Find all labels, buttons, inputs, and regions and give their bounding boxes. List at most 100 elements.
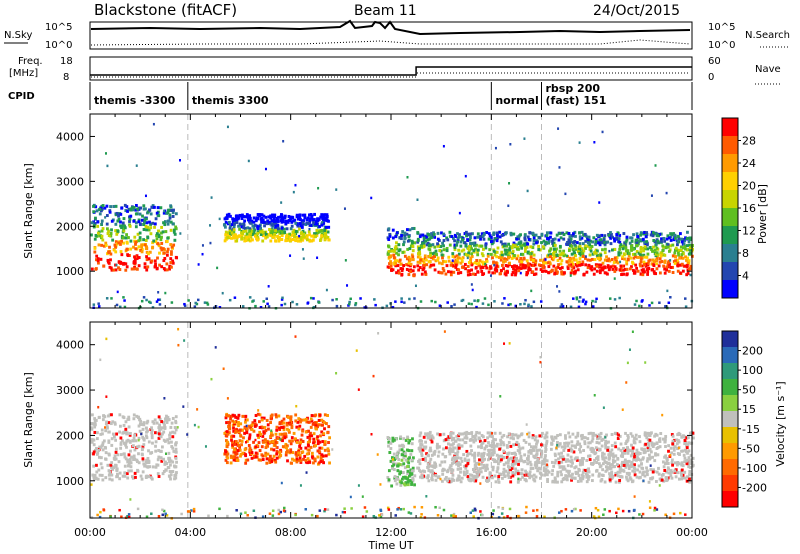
velocity-echo xyxy=(402,482,406,486)
power-echo xyxy=(468,269,471,273)
power-echo xyxy=(456,260,460,264)
velocity-echo xyxy=(318,509,322,512)
power-echo xyxy=(326,235,330,239)
power-echo xyxy=(110,228,113,232)
velocity-echo xyxy=(269,417,273,421)
power-echo xyxy=(429,251,432,255)
power-echo xyxy=(240,237,244,241)
velocity-echo xyxy=(245,418,249,422)
velocity-echo xyxy=(435,446,439,450)
velocity-echo xyxy=(613,459,617,463)
velocity-echo xyxy=(480,454,483,458)
velocity-echo xyxy=(483,446,487,450)
velocity-echo xyxy=(192,510,196,513)
power-echo xyxy=(427,247,431,251)
velocity-echo xyxy=(516,480,520,484)
power-echo xyxy=(685,236,689,240)
power-echo xyxy=(639,253,642,257)
power-echo xyxy=(584,255,587,258)
velocity-echo xyxy=(571,432,575,436)
power-echo xyxy=(485,259,489,263)
power-echo xyxy=(509,303,512,306)
power-echo xyxy=(584,246,587,250)
power-echo xyxy=(663,239,667,243)
velocity-echo xyxy=(389,441,393,445)
velocity-echo xyxy=(395,452,399,456)
power-echo xyxy=(455,254,459,258)
power-echo xyxy=(432,231,435,235)
power-echo xyxy=(667,236,671,240)
velocity-echo xyxy=(223,452,227,456)
power-echo xyxy=(249,235,253,239)
power-echo xyxy=(557,127,560,130)
power-echo xyxy=(599,263,603,267)
power-echo xyxy=(605,255,608,259)
power-echo xyxy=(557,238,561,242)
power-echo xyxy=(405,257,409,261)
power-echo xyxy=(187,299,190,302)
power-echo xyxy=(116,229,120,233)
velocity-echo xyxy=(273,458,277,462)
velocity-echo xyxy=(534,445,538,449)
velocity-echo xyxy=(514,442,518,446)
velocity-echo xyxy=(477,451,480,455)
velocity-echo xyxy=(242,436,245,440)
power-echo xyxy=(256,231,260,235)
power-echo xyxy=(392,253,396,257)
power-echo xyxy=(296,224,300,228)
velocity-echo xyxy=(448,466,452,470)
power-echo xyxy=(325,215,329,219)
power-echo xyxy=(109,231,113,235)
velocity-echo xyxy=(363,506,367,509)
power-echo xyxy=(587,235,591,239)
velocity-echo xyxy=(282,421,286,425)
velocity-echo xyxy=(588,454,592,458)
power-echo xyxy=(104,243,108,247)
power-echo xyxy=(140,250,144,254)
power-echo xyxy=(549,247,553,251)
cpid-segment-label: rbsp 200 xyxy=(546,82,601,95)
velocity-echo xyxy=(557,452,561,456)
velocity-echo xyxy=(504,461,508,465)
velocity-echo xyxy=(491,512,495,516)
velocity-echo xyxy=(450,470,454,474)
power-echo xyxy=(603,251,607,255)
power-echo xyxy=(569,263,573,267)
power-echo xyxy=(498,230,502,234)
power-echo xyxy=(554,268,558,272)
velocity-echo xyxy=(662,465,666,469)
power-echo xyxy=(453,246,457,250)
velocity-echo xyxy=(468,473,472,477)
power-echo xyxy=(549,255,552,259)
power-echo xyxy=(391,228,395,232)
velocity-echo xyxy=(632,458,636,462)
power-echo xyxy=(282,227,286,231)
power-echo xyxy=(465,234,468,238)
velocity-echo xyxy=(497,475,501,479)
power-echo xyxy=(423,270,427,274)
velocity-echo xyxy=(264,429,268,433)
power-echo xyxy=(526,251,530,255)
power-echo xyxy=(142,296,146,299)
power-echo xyxy=(472,241,476,245)
power-echo xyxy=(142,223,145,227)
velocity-echo xyxy=(560,445,564,449)
power-echo xyxy=(667,269,671,273)
power-echo xyxy=(158,251,161,255)
power-echo xyxy=(325,216,328,220)
power-echo xyxy=(445,236,449,240)
velocity-echo xyxy=(413,474,417,478)
power-echo xyxy=(409,268,413,272)
power-echo xyxy=(659,254,663,258)
velocity-echo xyxy=(118,471,122,475)
cpid-segment-label: (fast) 151 xyxy=(546,94,607,107)
velocity-echo xyxy=(487,455,491,459)
velocity-echo xyxy=(319,456,323,460)
velocity-echo xyxy=(316,442,320,446)
power-echo xyxy=(582,233,585,237)
velocity-echo xyxy=(627,459,631,463)
velocity-echo xyxy=(523,473,527,477)
power-echo xyxy=(496,236,499,240)
power-echo xyxy=(238,227,242,231)
nsky-tick-low: 10^0 xyxy=(45,40,72,51)
